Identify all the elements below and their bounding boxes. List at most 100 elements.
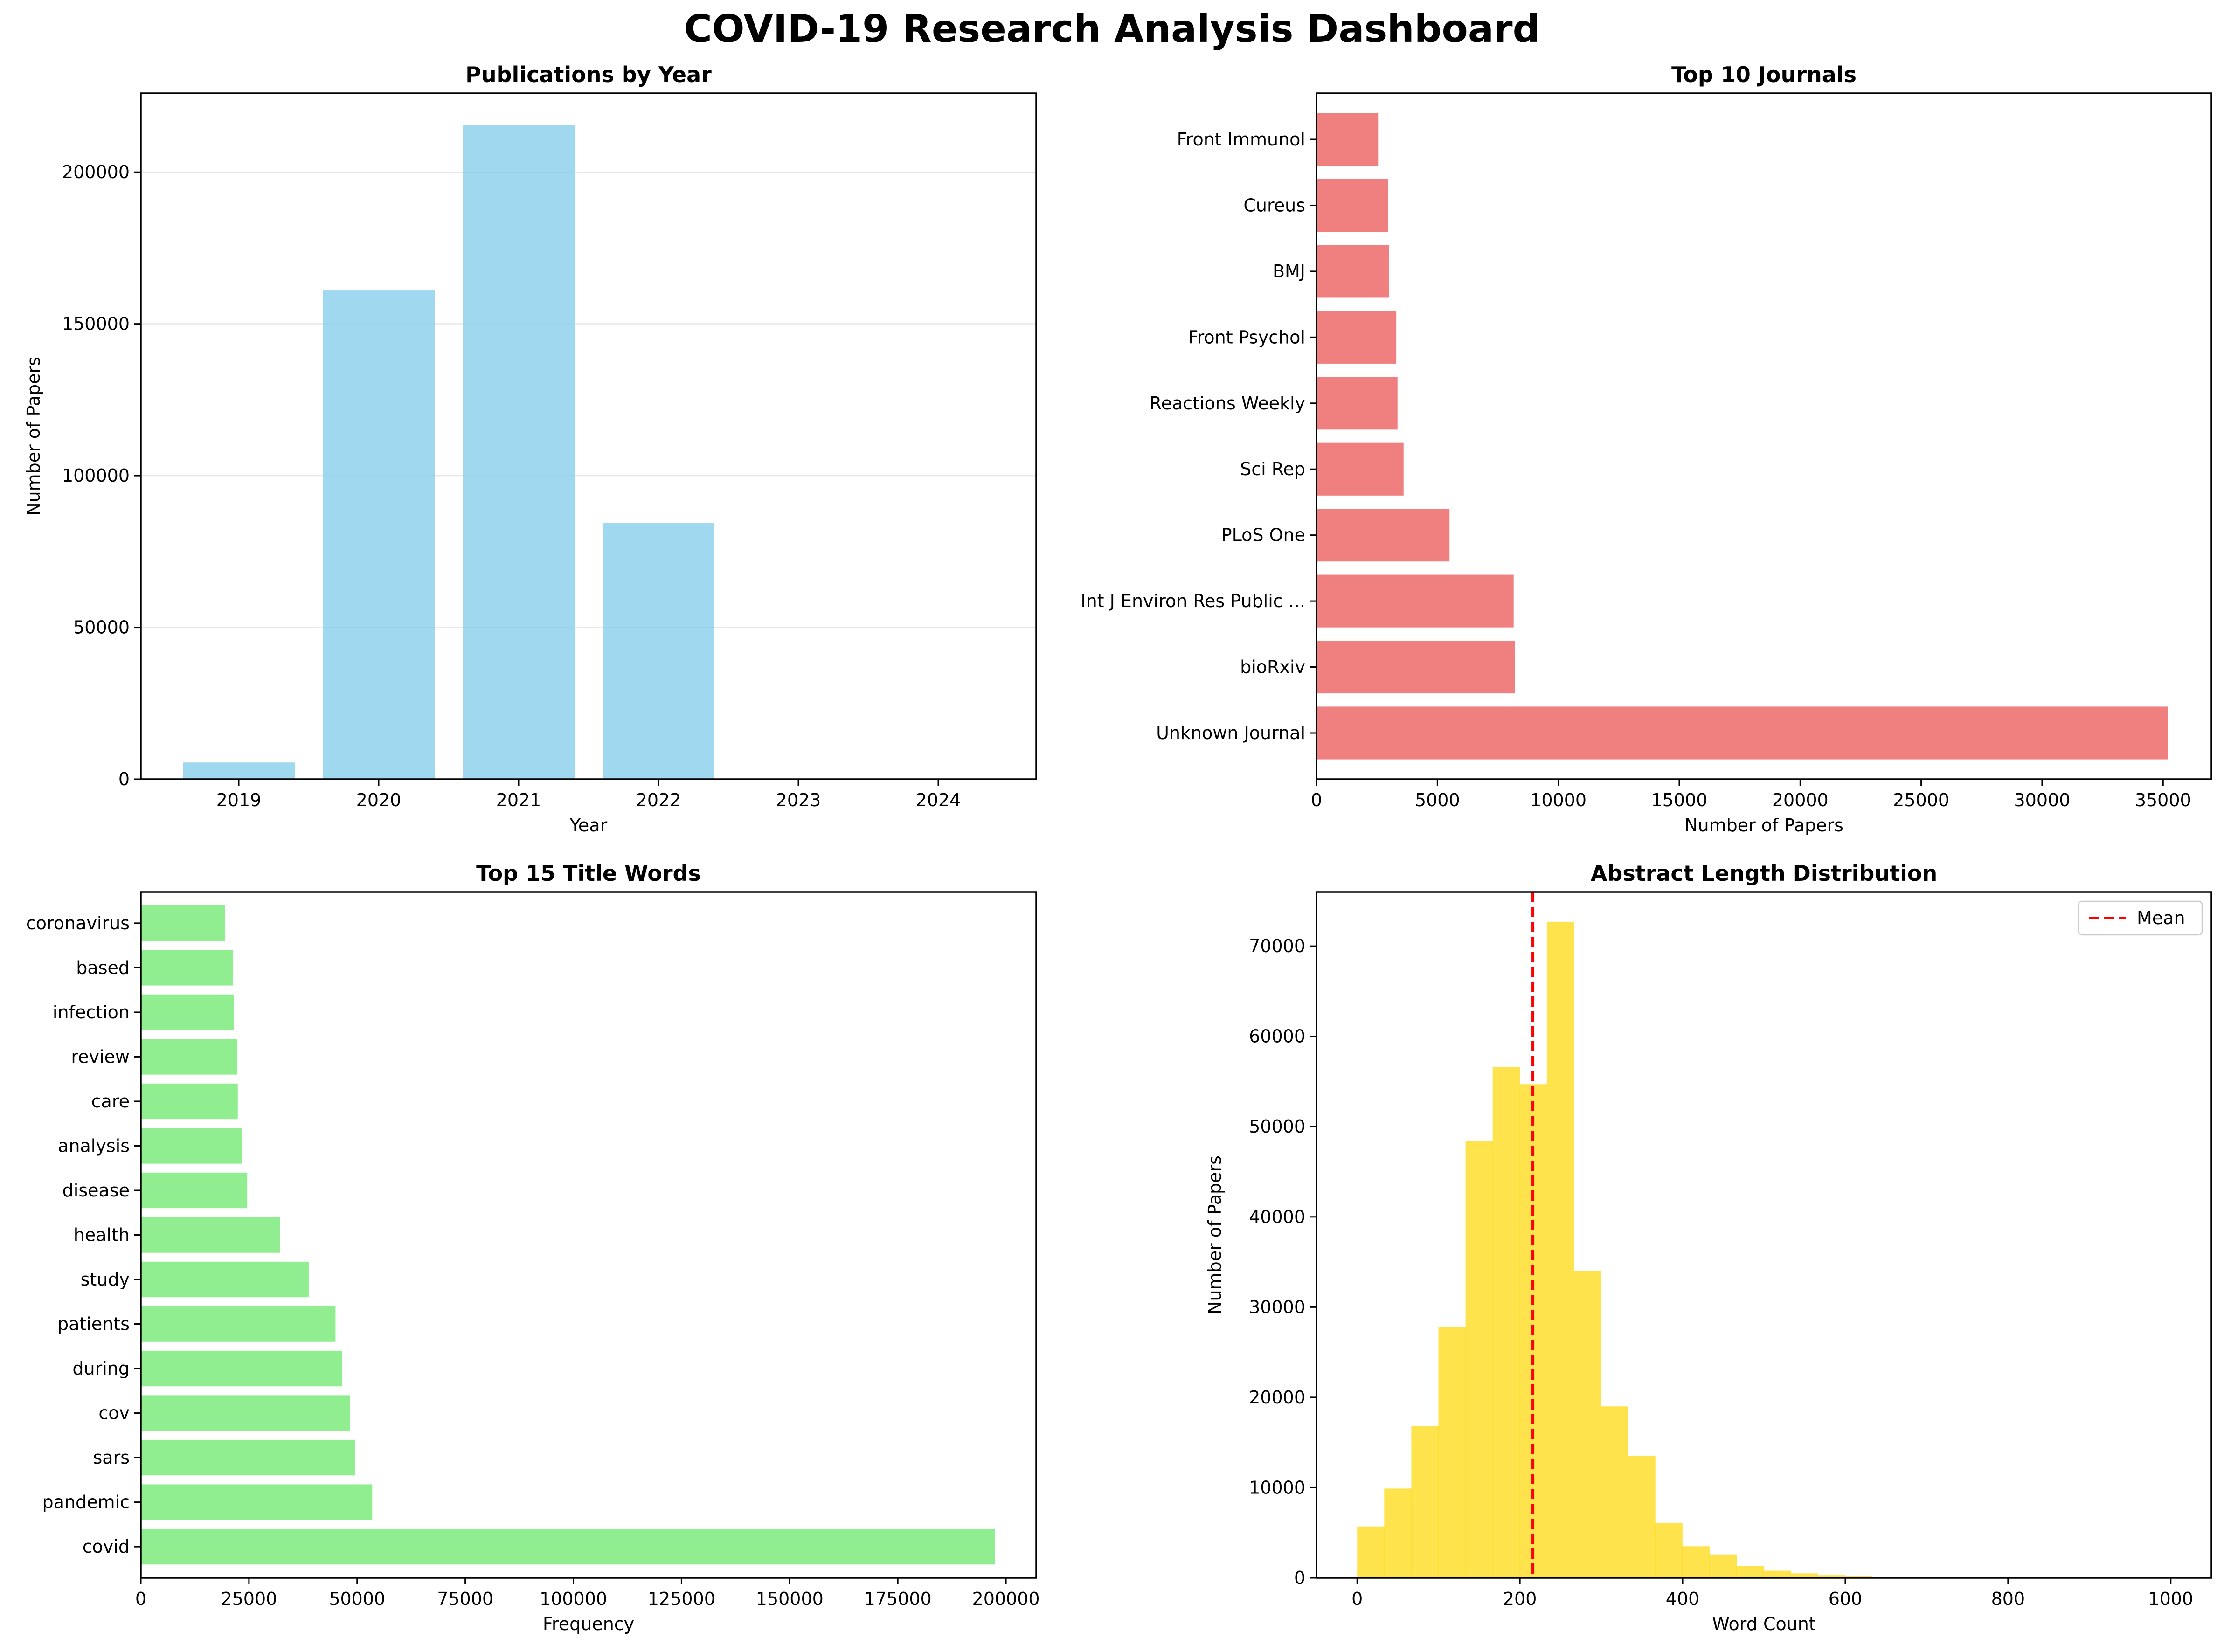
y-tick-label-2: study — [81, 1269, 130, 1290]
bar-care — [141, 1083, 238, 1120]
bar-cov — [141, 1395, 350, 1431]
x-tick-label-1: 35000 — [2135, 790, 2191, 810]
bar-coronavirus — [141, 905, 225, 941]
hist-bin — [1682, 1546, 1710, 1578]
x-tick-label-2: 200000 — [972, 1589, 1040, 1609]
y-tick-label-1: Front Psychol — [1188, 327, 1305, 347]
y-tick-label-1: Reactions Weekly — [1150, 393, 1305, 414]
bar-Cureus — [1316, 179, 1388, 232]
bar-covid — [141, 1528, 995, 1565]
hist-bin — [1817, 1575, 1845, 1578]
y-axis-label-3: Number of Papers — [1205, 1155, 1225, 1314]
x-tick-label-2: 150000 — [756, 1589, 824, 1609]
y-tick-label-3: 70000 — [1249, 936, 1305, 956]
hist-bin — [1790, 1573, 1818, 1578]
plot-frame-2 — [140, 891, 1037, 1579]
x-tick-label-3: 200 — [1503, 1589, 1537, 1609]
x-tick-label-2: 0 — [135, 1589, 146, 1609]
bar-Front Psychol — [1316, 311, 1397, 364]
x-tick-label-2: 125000 — [648, 1589, 715, 1609]
x-tick-label-2: 175000 — [864, 1589, 932, 1609]
y-axis-label-0: Number of Papers — [23, 357, 44, 516]
x-tick-label-1: 15000 — [1651, 790, 1708, 810]
hist-bin — [1384, 1488, 1412, 1578]
plot-frame-3 — [1316, 891, 2212, 1579]
y-tick-label-2: cov — [98, 1403, 130, 1424]
chart-title-0: Publications by Year — [465, 62, 712, 87]
x-axis-label-3: Word Count — [1712, 1614, 1816, 1634]
y-tick-label-2: coronavirus — [26, 913, 130, 933]
y-tick-label-2: during — [72, 1358, 130, 1379]
x-tick-label-0: 2019 — [216, 790, 262, 810]
legend-box — [2078, 900, 2203, 936]
y-tick-label-1: Int J Environ Res Public ... — [1081, 591, 1305, 611]
bar-pandemic — [141, 1484, 373, 1520]
bar-analysis — [141, 1128, 242, 1164]
y-tick-label-3: 30000 — [1249, 1297, 1305, 1317]
x-axis-label-2: Frequency — [543, 1614, 634, 1634]
y-tick-label-0: 50000 — [73, 617, 130, 638]
y-tick-label-2: sars — [93, 1447, 130, 1468]
x-tick-label-1: 25000 — [1893, 790, 1949, 810]
y-tick-label-2: care — [91, 1091, 130, 1112]
bar-PLoS One — [1316, 509, 1450, 562]
plot-frame-0 — [140, 92, 1037, 780]
bar-Int J Environ Res Public ... — [1316, 574, 1514, 628]
hist-bin — [1492, 1067, 1520, 1578]
bar-disease — [141, 1172, 248, 1209]
bar-bioRxiv — [1316, 640, 1515, 694]
bar-Reactions Weekly — [1316, 377, 1398, 430]
y-tick-label-2: infection — [53, 1002, 130, 1023]
bar-based — [141, 950, 233, 986]
y-tick-label-1: Unknown Journal — [1156, 723, 1305, 743]
x-tick-label-1: 30000 — [2014, 790, 2071, 810]
bar-Front Immunol — [1316, 113, 1379, 166]
x-axis-label-1: Number of Papers — [1684, 815, 1843, 836]
y-tick-label-3: 0 — [1294, 1568, 1305, 1588]
x-tick-label-3: 400 — [1666, 1589, 1700, 1609]
y-tick-label-2: covid — [83, 1536, 130, 1557]
hist-bin — [1628, 1456, 1656, 1578]
hist-bin — [1438, 1327, 1466, 1578]
chart-title-2: Top 15 Title Words — [476, 861, 701, 886]
x-tick-label-2: 100000 — [540, 1589, 607, 1609]
y-tick-label-2: health — [74, 1225, 130, 1245]
y-tick-label-1: BMJ — [1273, 261, 1305, 282]
y-tick-label-3: 20000 — [1249, 1387, 1305, 1408]
y-tick-label-1: bioRxiv — [1240, 657, 1305, 677]
bar-sars — [141, 1439, 355, 1476]
x-tick-label-1: 10000 — [1530, 790, 1587, 810]
hist-bin — [1844, 1576, 1872, 1578]
bar-study — [141, 1261, 309, 1298]
legend-mean-label: Mean — [2137, 908, 2185, 928]
hist-bin — [1601, 1406, 1628, 1578]
hist-bin — [1736, 1566, 1764, 1578]
x-tick-label-0: 2020 — [356, 790, 402, 810]
chart-title-3: Abstract Length Distribution — [1591, 861, 1937, 886]
y-tick-label-2: patients — [57, 1314, 130, 1334]
x-tick-label-2: 50000 — [329, 1589, 385, 1609]
y-tick-label-2: analysis — [58, 1135, 130, 1156]
x-tick-label-1: 0 — [1311, 790, 1322, 810]
x-tick-label-0: 2021 — [496, 790, 541, 810]
bar-infection — [141, 994, 234, 1030]
x-tick-label-3: 800 — [1991, 1589, 2025, 1609]
y-tick-label-3: 60000 — [1249, 1026, 1305, 1047]
hist-bin — [1357, 1526, 1385, 1578]
bar-2022 — [603, 523, 714, 779]
hist-bin — [1411, 1426, 1439, 1578]
bar-Sci Rep — [1316, 442, 1404, 496]
x-tick-label-1: 20000 — [1772, 790, 1829, 810]
hist-bin — [1546, 921, 1574, 1578]
y-tick-label-0: 150000 — [62, 314, 130, 334]
bar-health — [141, 1217, 280, 1253]
bar-review — [141, 1039, 237, 1075]
x-tick-label-3: 600 — [1829, 1589, 1863, 1609]
y-tick-label-2: based — [76, 957, 130, 978]
x-tick-label-3: 0 — [1351, 1589, 1363, 1609]
bar-Unknown Journal — [1316, 706, 2168, 760]
hist-bin — [1655, 1522, 1683, 1578]
y-tick-label-0: 100000 — [62, 465, 130, 486]
bar-during — [141, 1350, 342, 1387]
